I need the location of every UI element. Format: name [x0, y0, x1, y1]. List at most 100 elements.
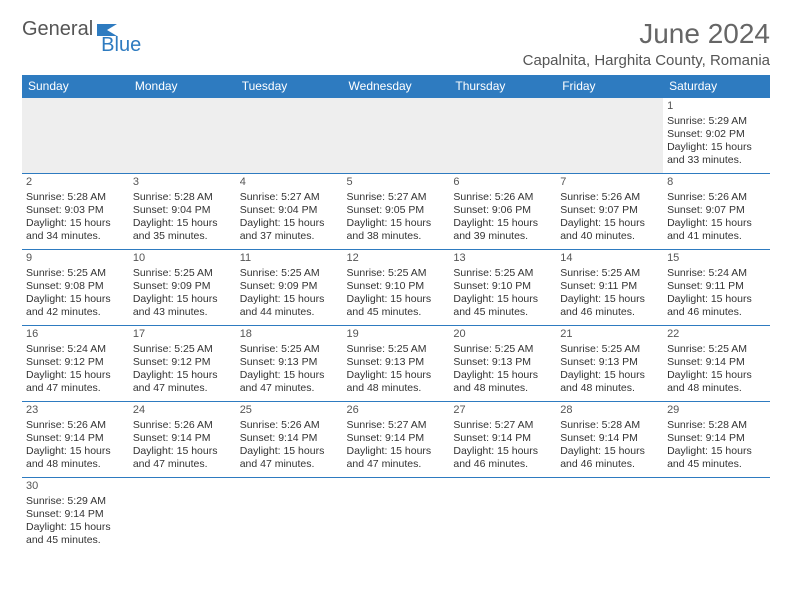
day-number: 28	[560, 404, 659, 418]
calendar-row: 1Sunrise: 5:29 AMSunset: 9:02 PMDaylight…	[22, 98, 770, 174]
calendar-cell: 13Sunrise: 5:25 AMSunset: 9:10 PMDayligh…	[449, 250, 556, 326]
day-number: 16	[26, 328, 125, 342]
cell-text: Sunrise: 5:25 AM	[26, 267, 125, 280]
cell-text: Sunrise: 5:25 AM	[240, 267, 339, 280]
cell-text: Sunset: 9:08 PM	[26, 280, 125, 293]
calendar-table: Sunday Monday Tuesday Wednesday Thursday…	[22, 75, 770, 554]
cell-text: Daylight: 15 hours	[453, 293, 552, 306]
calendar-row: 2Sunrise: 5:28 AMSunset: 9:03 PMDaylight…	[22, 174, 770, 250]
calendar-cell: 4Sunrise: 5:27 AMSunset: 9:04 PMDaylight…	[236, 174, 343, 250]
cell-text: Sunrise: 5:26 AM	[26, 419, 125, 432]
cell-text: Sunrise: 5:29 AM	[26, 495, 125, 508]
cell-text: Sunset: 9:14 PM	[667, 432, 766, 445]
cell-text: Sunset: 9:14 PM	[26, 432, 125, 445]
calendar-cell	[22, 98, 129, 174]
cell-text: and 45 minutes.	[667, 458, 766, 471]
cell-text: Sunrise: 5:25 AM	[667, 343, 766, 356]
cell-text: Sunset: 9:13 PM	[560, 356, 659, 369]
day-number: 12	[347, 252, 446, 266]
day-header: Thursday	[449, 75, 556, 98]
cell-text: Sunset: 9:06 PM	[453, 204, 552, 217]
cell-text: Daylight: 15 hours	[560, 217, 659, 230]
cell-text: Sunrise: 5:27 AM	[347, 419, 446, 432]
cell-text: Daylight: 15 hours	[667, 369, 766, 382]
day-number: 29	[667, 404, 766, 418]
cell-text: and 47 minutes.	[26, 382, 125, 395]
calendar-cell: 16Sunrise: 5:24 AMSunset: 9:12 PMDayligh…	[22, 326, 129, 402]
cell-text: Sunset: 9:12 PM	[26, 356, 125, 369]
day-number: 17	[133, 328, 232, 342]
cell-text: Sunrise: 5:28 AM	[26, 191, 125, 204]
cell-text: Sunset: 9:13 PM	[240, 356, 339, 369]
cell-text: Daylight: 15 hours	[26, 521, 125, 534]
cell-text: and 34 minutes.	[26, 230, 125, 243]
day-header-row: Sunday Monday Tuesday Wednesday Thursday…	[22, 75, 770, 98]
calendar-cell: 9Sunrise: 5:25 AMSunset: 9:08 PMDaylight…	[22, 250, 129, 326]
calendar-cell: 28Sunrise: 5:28 AMSunset: 9:14 PMDayligh…	[556, 402, 663, 478]
cell-text: Daylight: 15 hours	[26, 445, 125, 458]
day-number: 26	[347, 404, 446, 418]
cell-text: Sunset: 9:04 PM	[240, 204, 339, 217]
cell-text: and 47 minutes.	[347, 458, 446, 471]
cell-text: Daylight: 15 hours	[240, 293, 339, 306]
cell-text: Sunrise: 5:27 AM	[240, 191, 339, 204]
cell-text: Sunset: 9:14 PM	[347, 432, 446, 445]
calendar-cell: 7Sunrise: 5:26 AMSunset: 9:07 PMDaylight…	[556, 174, 663, 250]
cell-text: and 46 minutes.	[560, 458, 659, 471]
location-label: Capalnita, Harghita County, Romania	[523, 52, 770, 69]
cell-text: Sunset: 9:07 PM	[667, 204, 766, 217]
day-number: 1	[667, 100, 766, 114]
day-number: 20	[453, 328, 552, 342]
cell-text: Sunrise: 5:28 AM	[133, 191, 232, 204]
cell-text: Sunset: 9:04 PM	[133, 204, 232, 217]
cell-text: Sunset: 9:14 PM	[560, 432, 659, 445]
cell-text: Sunrise: 5:26 AM	[133, 419, 232, 432]
cell-text: Sunset: 9:13 PM	[453, 356, 552, 369]
cell-text: Sunset: 9:05 PM	[347, 204, 446, 217]
cell-text: and 47 minutes.	[133, 458, 232, 471]
calendar-cell	[236, 478, 343, 554]
day-number: 15	[667, 252, 766, 266]
cell-text: Sunrise: 5:28 AM	[667, 419, 766, 432]
calendar-cell: 24Sunrise: 5:26 AMSunset: 9:14 PMDayligh…	[129, 402, 236, 478]
day-number: 3	[133, 176, 232, 190]
calendar-cell	[129, 98, 236, 174]
calendar-cell: 23Sunrise: 5:26 AMSunset: 9:14 PMDayligh…	[22, 402, 129, 478]
cell-text: and 42 minutes.	[26, 306, 125, 319]
cell-text: Daylight: 15 hours	[347, 293, 446, 306]
day-number: 4	[240, 176, 339, 190]
day-number: 23	[26, 404, 125, 418]
cell-text: Sunset: 9:14 PM	[667, 356, 766, 369]
cell-text: and 43 minutes.	[133, 306, 232, 319]
day-number: 7	[560, 176, 659, 190]
cell-text: and 46 minutes.	[453, 458, 552, 471]
cell-text: Sunset: 9:02 PM	[667, 128, 766, 141]
cell-text: Sunrise: 5:25 AM	[453, 343, 552, 356]
cell-text: and 45 minutes.	[453, 306, 552, 319]
calendar-cell: 15Sunrise: 5:24 AMSunset: 9:11 PMDayligh…	[663, 250, 770, 326]
cell-text: and 33 minutes.	[667, 154, 766, 167]
cell-text: and 38 minutes.	[347, 230, 446, 243]
day-number: 8	[667, 176, 766, 190]
cell-text: and 45 minutes.	[26, 534, 125, 547]
logo-word1: General	[22, 18, 93, 41]
calendar-cell: 5Sunrise: 5:27 AMSunset: 9:05 PMDaylight…	[343, 174, 450, 250]
cell-text: and 41 minutes.	[667, 230, 766, 243]
cell-text: Daylight: 15 hours	[240, 217, 339, 230]
calendar-cell	[129, 478, 236, 554]
cell-text: Sunrise: 5:29 AM	[667, 115, 766, 128]
cell-text: Sunset: 9:10 PM	[347, 280, 446, 293]
cell-text: Daylight: 15 hours	[667, 141, 766, 154]
cell-text: and 47 minutes.	[133, 382, 232, 395]
cell-text: Sunrise: 5:25 AM	[133, 343, 232, 356]
cell-text: and 35 minutes.	[133, 230, 232, 243]
calendar-cell	[236, 98, 343, 174]
calendar-cell: 25Sunrise: 5:26 AMSunset: 9:14 PMDayligh…	[236, 402, 343, 478]
cell-text: and 48 minutes.	[560, 382, 659, 395]
cell-text: and 47 minutes.	[240, 382, 339, 395]
cell-text: Sunrise: 5:25 AM	[560, 267, 659, 280]
cell-text: Sunset: 9:14 PM	[453, 432, 552, 445]
day-number: 2	[26, 176, 125, 190]
cell-text: Sunset: 9:12 PM	[133, 356, 232, 369]
calendar-cell: 10Sunrise: 5:25 AMSunset: 9:09 PMDayligh…	[129, 250, 236, 326]
